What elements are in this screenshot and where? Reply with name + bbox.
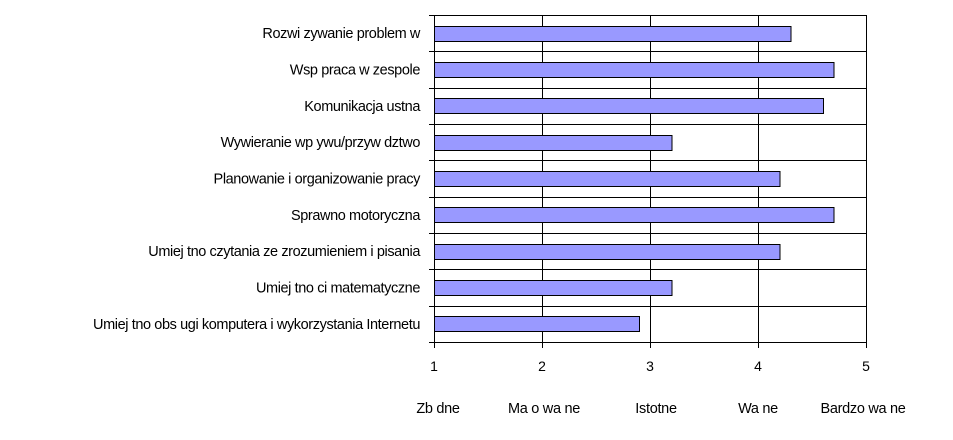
bar bbox=[434, 62, 835, 78]
scale-label: Ma o wa ne bbox=[508, 401, 580, 417]
category-label: Umiej tno czytania ze zrozumieniem i pis… bbox=[148, 244, 421, 260]
category-label: Rozwi zywanie problem w bbox=[262, 26, 421, 42]
scale-label: Istotne bbox=[635, 401, 677, 417]
bar bbox=[434, 316, 641, 332]
x-tick-label: 2 bbox=[538, 358, 546, 374]
bar bbox=[434, 98, 824, 114]
scale-labels: Zb dne Ma o wa ne Istotne Wa ne Bardzo wa ne bbox=[416, 401, 906, 417]
scale-label: Zb dne bbox=[416, 401, 460, 417]
category-label: Sprawno motoryczna bbox=[291, 208, 421, 224]
x-tick-label: 1 bbox=[430, 358, 438, 374]
category-label: Komunikacja ustna bbox=[304, 99, 421, 115]
scale-label: Bardzo wa ne bbox=[820, 401, 905, 417]
bar bbox=[434, 26, 792, 42]
bar bbox=[434, 171, 781, 187]
bar bbox=[434, 207, 835, 223]
x-tick-label: 5 bbox=[862, 358, 870, 374]
x-tick-labels: 1 2 3 4 5 bbox=[430, 358, 870, 374]
category-label: Umiej tno obs ugi komputera i wykorzysta… bbox=[93, 317, 420, 333]
scale-label: Wa ne bbox=[738, 401, 778, 417]
bar bbox=[434, 244, 781, 260]
category-label: Wsp praca w zespole bbox=[290, 63, 421, 79]
category-label: Wywieranie wp ywu/przyw dztwo bbox=[221, 135, 421, 151]
bar bbox=[434, 135, 673, 151]
category-label: Umiej tno ci matematyczne bbox=[256, 281, 420, 297]
x-tick-label: 3 bbox=[646, 358, 654, 374]
category-labels: Rozwi zywanie problem w Wsp praca w zespo… bbox=[93, 26, 422, 333]
bars bbox=[434, 26, 835, 332]
plot-frame bbox=[429, 15, 434, 343]
x-tick-label: 4 bbox=[754, 358, 762, 374]
category-label: Planowanie i organizowanie pracy bbox=[214, 172, 422, 188]
bar bbox=[434, 280, 673, 296]
